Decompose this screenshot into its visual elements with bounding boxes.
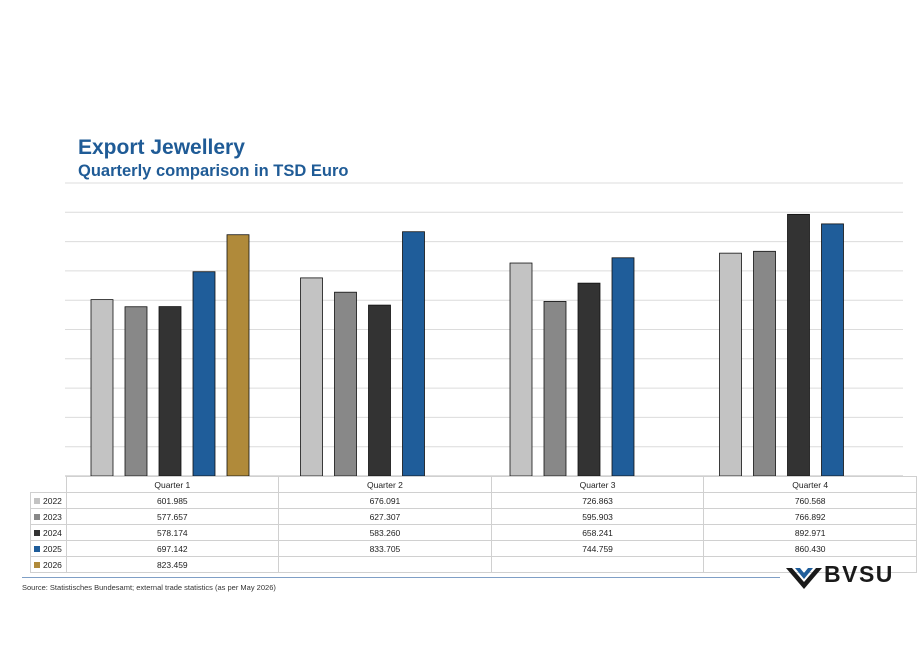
chart-title: Export Jewellery <box>78 136 245 159</box>
bar-2025-quarter-4 <box>821 223 844 477</box>
table-cell: 658.241 <box>490 524 705 541</box>
table-cell: 760.568 <box>703 492 917 509</box>
table-cell: 726.863 <box>490 492 705 509</box>
bar-2024-quarter-1 <box>158 306 182 477</box>
table-corner <box>31 477 67 493</box>
table-cell: 697.142 <box>65 540 280 557</box>
bars <box>90 213 844 477</box>
table-cell <box>278 556 492 573</box>
table-cell: 583.260 <box>278 524 492 541</box>
legend-entry: 2024 <box>30 524 67 541</box>
bar-2024-quarter-3 <box>577 282 601 477</box>
table-cell: 823.459 <box>65 556 280 573</box>
legend-swatch <box>34 530 40 537</box>
legend-swatch <box>34 546 40 553</box>
table-cell: 577.657 <box>65 508 280 525</box>
table-row: 2026 823.459 <box>30 556 917 573</box>
legend-entry: 2022 <box>30 492 67 509</box>
table-cell: 676.091 <box>278 492 492 509</box>
bar-2022-quarter-4 <box>719 252 742 477</box>
legend-swatch <box>34 514 40 521</box>
table-cell: 860.430 <box>703 540 917 557</box>
table-cell: 601.985 <box>65 492 280 509</box>
legend-label: 2024 <box>43 527 62 538</box>
table-cell: 744.759 <box>490 540 705 557</box>
table-cell <box>490 556 705 573</box>
bar-2025-quarter-2 <box>402 231 425 477</box>
bar-2022-quarter-3 <box>509 262 533 477</box>
bar-2024-quarter-2 <box>368 304 391 477</box>
table-row: 2022 601.985 676.091 726.863 760.568 <box>30 492 917 509</box>
table-category-header: Quarter 3 <box>490 476 705 493</box>
table-category-header: Quarter 4 <box>703 476 917 493</box>
table-header-row: Quarter 1 Quarter 2 Quarter 3 Quarter 4 <box>31 476 917 493</box>
bar-2024-quarter-4 <box>787 213 810 477</box>
legend-swatch <box>34 498 40 505</box>
table-row: 2024 578.174 583.260 658.241 892.971 <box>30 524 917 541</box>
bar-2023-quarter-4 <box>753 250 776 477</box>
gridlines <box>65 182 903 477</box>
legend-entry: 2023 <box>30 508 67 525</box>
logo-text: BVSU <box>824 561 894 587</box>
bvsu-logo-icon <box>786 568 822 589</box>
bar-2023-quarter-3 <box>543 301 567 477</box>
bar-2022-quarter-2 <box>300 277 323 477</box>
bar-2023-quarter-2 <box>334 291 357 477</box>
bar-2026-quarter-1 <box>226 234 250 477</box>
table-cell: 627.307 <box>278 508 492 525</box>
table-cell: 595.903 <box>490 508 705 525</box>
table-row: 2025 697.142 833.705 744.759 860.430 <box>30 540 917 557</box>
bar-2025-quarter-1 <box>192 271 216 477</box>
legend-swatch <box>34 562 40 569</box>
footer-divider <box>22 577 780 578</box>
table-category-header: Quarter 1 <box>65 476 280 493</box>
table-row: 2023 577.657 627.307 595.903 766.892 <box>30 508 917 525</box>
chart-subtitle: Quarterly comparison in TSD Euro <box>78 162 349 180</box>
legend-label: 2023 <box>43 511 62 522</box>
bar-2025-quarter-3 <box>611 257 635 477</box>
legend-label: 2022 <box>43 495 62 506</box>
source-note: Source: Statistisches Bundesamt; externa… <box>22 583 276 592</box>
table-cell: 578.174 <box>65 524 280 541</box>
legend-label: 2026 <box>43 559 62 570</box>
bar-2023-quarter-1 <box>124 306 148 477</box>
legend-entry: 2025 <box>30 540 67 557</box>
table-category-header: Quarter 2 <box>278 476 492 493</box>
legend-entry: 2026 <box>30 556 67 573</box>
legend-label: 2025 <box>43 543 62 554</box>
data-table: Quarter 1 Quarter 2 Quarter 3 Quarter 4 202… <box>30 476 917 573</box>
table-cell: 833.705 <box>278 540 492 557</box>
bar-2022-quarter-1 <box>90 299 114 477</box>
table-cell <box>703 556 917 573</box>
table-cell: 892.971 <box>703 524 917 541</box>
table-cell: 766.892 <box>703 508 917 525</box>
